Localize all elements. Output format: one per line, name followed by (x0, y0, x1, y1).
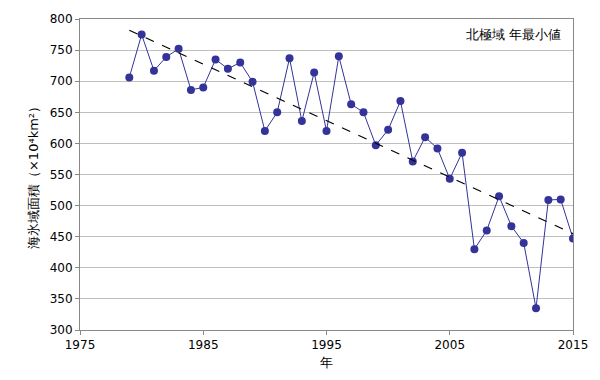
svg-text:500: 500 (50, 199, 73, 213)
svg-text:350: 350 (50, 292, 73, 306)
svg-text:年: 年 (320, 355, 333, 370)
svg-text:550: 550 (50, 168, 73, 182)
svg-text:750: 750 (50, 43, 73, 57)
svg-text:300: 300 (50, 323, 73, 337)
svg-text:1985: 1985 (188, 338, 219, 352)
svg-text:450: 450 (50, 230, 73, 244)
svg-text:650: 650 (50, 106, 73, 120)
svg-text:600: 600 (50, 137, 73, 151)
svg-text:700: 700 (50, 74, 73, 88)
svg-text:2015: 2015 (558, 338, 589, 352)
svg-text:海氷域面積（×10⁴km²）: 海氷域面積（×10⁴km²） (26, 100, 41, 249)
svg-text:2005: 2005 (434, 338, 465, 352)
svg-text:1995: 1995 (311, 338, 342, 352)
svg-text:北極域 年最小値: 北極域 年最小値 (466, 27, 561, 42)
svg-text:800: 800 (50, 12, 73, 26)
svg-text:1975: 1975 (65, 338, 96, 352)
svg-text:400: 400 (50, 261, 73, 275)
